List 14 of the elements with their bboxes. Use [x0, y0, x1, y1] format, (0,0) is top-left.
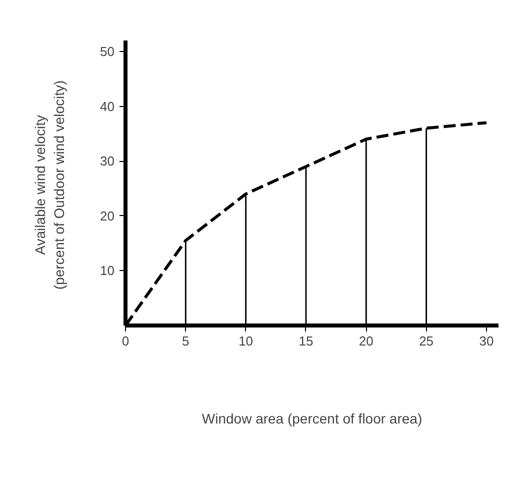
y-tick-label: 50: [100, 44, 115, 59]
x-tick-label: 5: [182, 334, 190, 348]
y-axis-title: Available wind velocity (percent of Outdoor wind velocity): [32, 80, 68, 290]
x-tick-label: 15: [298, 334, 314, 348]
text: Window area (percent of floor area): [202, 410, 422, 426]
x-tick-label: 10: [238, 334, 254, 348]
x-tick-label: 30: [479, 334, 494, 348]
x-tick-label: 25: [419, 334, 434, 348]
x-tick-label: 20: [358, 334, 374, 348]
x-tick-label: 0: [122, 334, 130, 348]
y-tick-label: 30: [100, 154, 115, 169]
y-tick-label: 10: [100, 263, 115, 278]
y-tick-label: 40: [100, 98, 115, 114]
y-tick-label: 20: [100, 208, 115, 224]
